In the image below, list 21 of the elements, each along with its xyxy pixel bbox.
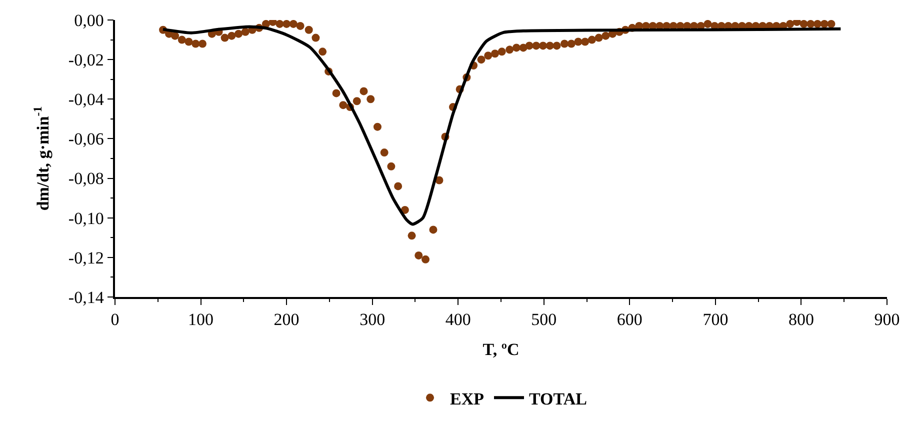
y-tick-label: 0,00 bbox=[74, 10, 104, 30]
y-tick-label: -0,12 bbox=[68, 248, 104, 268]
x-tick-label: 100 bbox=[188, 310, 214, 330]
legend-label: TOTAL bbox=[529, 389, 587, 408]
y-tick-label: -0,04 bbox=[68, 90, 104, 110]
x-tick-label: 300 bbox=[360, 310, 386, 330]
x-tick-label: 700 bbox=[702, 310, 728, 330]
y-tick-label: -0,10 bbox=[68, 208, 104, 228]
x-axis-title: T, ºC bbox=[482, 340, 520, 360]
y-tick-label: -0,14 bbox=[68, 288, 104, 307]
x-tick-label: 500 bbox=[531, 310, 557, 330]
x-tick-label: 600 bbox=[616, 310, 642, 330]
x-tick-label: 900 bbox=[874, 310, 900, 330]
x-tick-label: 400 bbox=[445, 310, 471, 330]
x-tick-label: 800 bbox=[788, 310, 814, 330]
legend-label: EXP bbox=[450, 389, 484, 408]
y-tick-label: -0,08 bbox=[68, 169, 104, 188]
y-tick-label: -0,02 bbox=[68, 50, 104, 70]
x-tick-label: 0 bbox=[110, 310, 120, 330]
x-tick-label: 200 bbox=[274, 310, 300, 330]
y-tick-label: -0,06 bbox=[68, 130, 104, 149]
